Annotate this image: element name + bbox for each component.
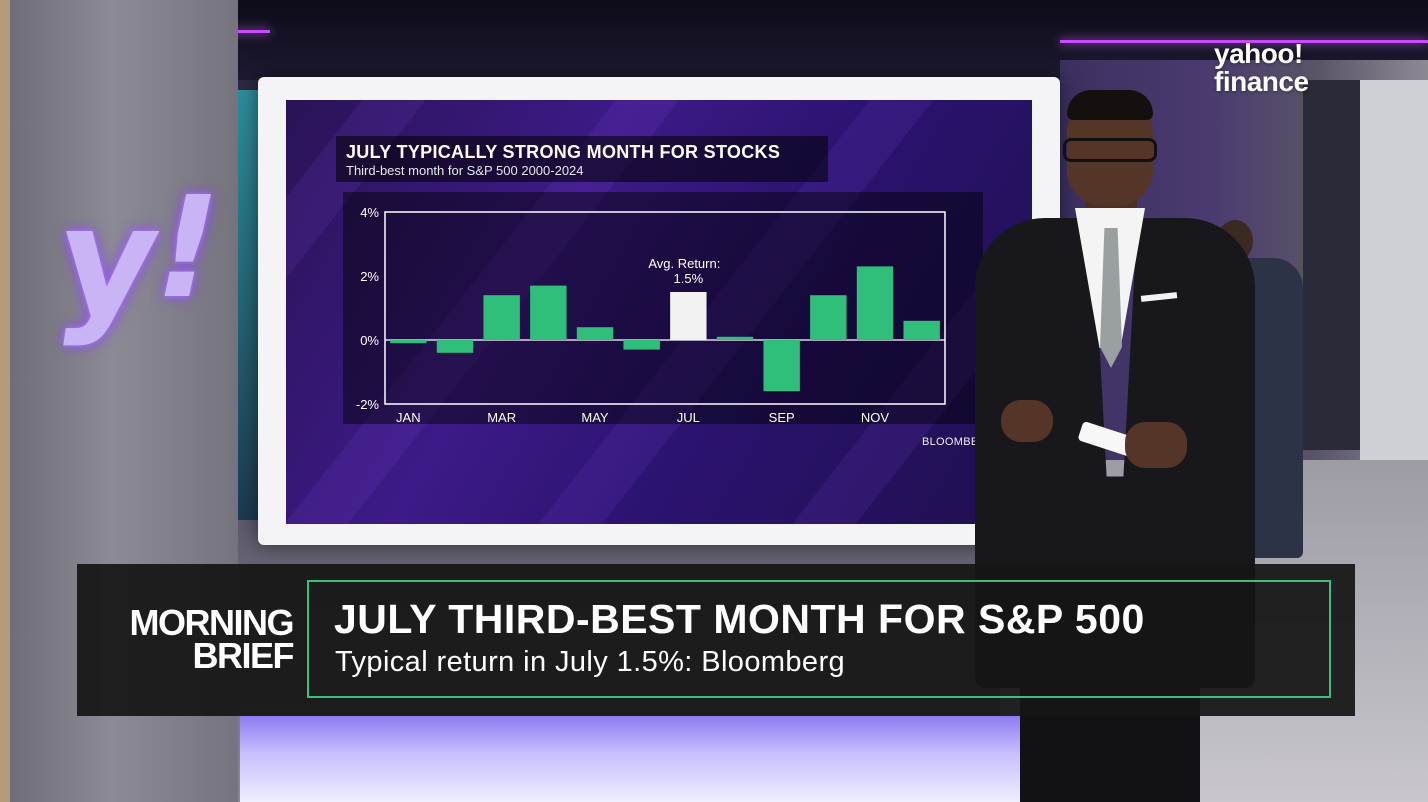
lower-third-banner: MORNING BRIEF JULY THIRD-BEST MONTH FOR … [77, 564, 1355, 716]
chart-title: JULY TYPICALLY STRONG MONTH FOR STOCKS [346, 142, 781, 162]
y-tick-label: -2% [356, 397, 380, 412]
bar-dec [903, 320, 940, 340]
headline-box: JULY THIRD-BEST MONTH FOR S&P 500 Typica… [307, 580, 1331, 698]
annotation-value: 1.5% [674, 271, 704, 286]
wall-strip [0, 0, 10, 802]
glasses-icon [1063, 138, 1157, 162]
stage-light-base [240, 716, 1030, 802]
neon-light-strip [210, 30, 270, 33]
brand-line-2: finance [1214, 66, 1309, 97]
x-tick-label: NOV [861, 410, 890, 424]
bar-nov [856, 266, 894, 340]
brand-line-1: yahoo! [1214, 38, 1303, 69]
headline: JULY THIRD-BEST MONTH FOR S&P 500 [334, 596, 1145, 642]
x-tick-label: MAR [487, 410, 516, 424]
yahoo-studio-logo: y ! [48, 167, 236, 375]
chart-subtitle: Third-best month for S&P 500 2000-2024 [346, 163, 584, 178]
chart-title-box: JULY TYPICALLY STRONG MONTH FOR STOCKS T… [336, 136, 828, 182]
studio-window [1360, 80, 1428, 500]
show-name: MORNING BRIEF [103, 602, 295, 676]
bar-apr [530, 285, 567, 340]
bar-chart: 4% 2% 0% -2% JAN MAR MAY Avg. Return:1.5% JUL SEP… [356, 205, 946, 424]
monitor-screen: JULY TYPICALLY STRONG MONTH FOR STOCKS T… [286, 100, 1032, 524]
y-tick-label: 0% [360, 333, 379, 348]
bar-jan [390, 340, 427, 344]
y-tick-label: 2% [360, 269, 379, 284]
bar-oct [810, 295, 847, 340]
bar-jul [670, 292, 707, 340]
annotation-label: Avg. Return: [648, 256, 720, 271]
x-tick-label: JAN [396, 410, 421, 424]
y-tick-label: 4% [360, 205, 379, 220]
x-tick-label: MAY [581, 410, 609, 424]
bar-may [576, 327, 614, 340]
neon-light-strip [1060, 40, 1428, 43]
show-name-line-2: BRIEF [192, 635, 295, 676]
show-name-line-1: MORNING [129, 602, 295, 643]
bar-sep [763, 340, 800, 392]
studio-door-frame [1300, 80, 1363, 450]
anchor-tie [1100, 228, 1122, 368]
chart-area: 4% 2% 0% -2% JAN MAR MAY Avg. Return: 1.5% JUL SEP… [343, 192, 983, 424]
yahoo-finance-logo: yahoo! finance [1214, 40, 1309, 96]
bar-jun [623, 340, 660, 350]
plot-frame [384, 211, 946, 405]
x-tick-label: JUL [677, 410, 700, 424]
subheadline: Typical return in July 1.5%: Bloomberg [335, 646, 846, 678]
bar-feb [436, 340, 474, 353]
x-tick-label: SEP [769, 410, 795, 424]
bar-aug [716, 336, 754, 340]
bar-mar [483, 295, 520, 340]
